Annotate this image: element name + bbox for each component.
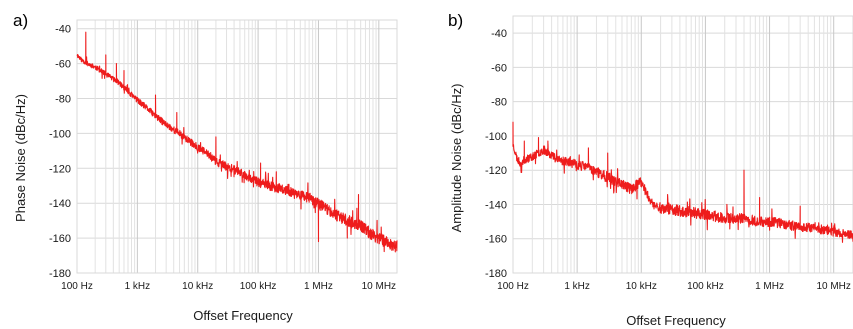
y-tick-label: -40: [55, 24, 71, 36]
amplitude-noise-line: [512, 121, 853, 243]
x-tick-label: 1 kHz: [125, 281, 151, 292]
y-ticks-b: -40 -60 -80 -100 -120 -140 -160 -180: [485, 28, 507, 280]
x-tick-label: 10 MHz: [816, 281, 850, 292]
y-tick-label: -160: [485, 234, 507, 246]
y-tick-label: -180: [485, 268, 507, 280]
x-axis-label-b: Offset Frequency: [626, 313, 726, 328]
chart-panel-a: a) -40-60-80-100-120-140-160-180 100 Hz 1…: [13, 11, 398, 323]
y-tick-label: -140: [49, 198, 71, 210]
y-tick-label: -60: [55, 59, 71, 71]
y-tick-label: -160: [49, 233, 71, 245]
y-tick-label: -120: [49, 163, 71, 175]
x-tick-label: 100 kHz: [240, 281, 277, 292]
x-tick-label: 100 kHz: [687, 281, 724, 292]
y-axis-label-b: Amplitude Noise (dBc/Hz): [449, 84, 464, 233]
panel-label-a: a): [13, 11, 28, 30]
plot-area-b: [512, 15, 853, 274]
plot-area-a: [76, 19, 398, 274]
y-tick-label: -120: [485, 165, 507, 177]
x-tick-label: 10 MHz: [362, 281, 396, 292]
y-tick-label: -180: [49, 268, 71, 280]
y-tick-label: -140: [485, 199, 507, 211]
y-tick-label: -80: [55, 94, 71, 106]
x-tick-label: 1 MHz: [755, 281, 784, 292]
x-tick-label: 100 Hz: [61, 281, 93, 292]
y-tick-label: -60: [491, 62, 507, 74]
x-tick-label: 100 Hz: [497, 281, 529, 292]
y-tick-label: -40: [491, 28, 507, 40]
grid-a: [76, 20, 398, 274]
y-ticks-a: -40 -60 -80 -100 -120 -140 -160 -180: [49, 24, 71, 280]
x-tick-label: 1 kHz: [564, 281, 590, 292]
y-tick-label: -100: [485, 131, 507, 143]
y-tick-label: -80: [491, 97, 507, 109]
x-tick-label: 10 kHz: [626, 281, 657, 292]
x-axis-label-a: Offset Frequency: [193, 308, 293, 323]
x-ticks-a: 100 Hz 1 kHz 10 kHz 100 kHz 1 MHz 10 MHz: [61, 281, 396, 292]
y-axis-label-a: Phase Noise (dBc/Hz): [13, 94, 28, 222]
panel-label-b: b): [448, 11, 463, 30]
x-ticks-b: 100 Hz 1 kHz 10 kHz 100 kHz 1 MHz 10 MHz: [497, 281, 851, 292]
x-tick-label: 1 MHz: [304, 281, 333, 292]
phase-noise-line: [76, 31, 398, 253]
y-tick-label: -100: [49, 128, 71, 140]
grid-b: [512, 16, 853, 274]
chart-panel-b: b) -40-60-80-100-120-140-160-180 100 Hz 1…: [448, 11, 853, 328]
x-tick-label: 10 kHz: [182, 281, 213, 292]
